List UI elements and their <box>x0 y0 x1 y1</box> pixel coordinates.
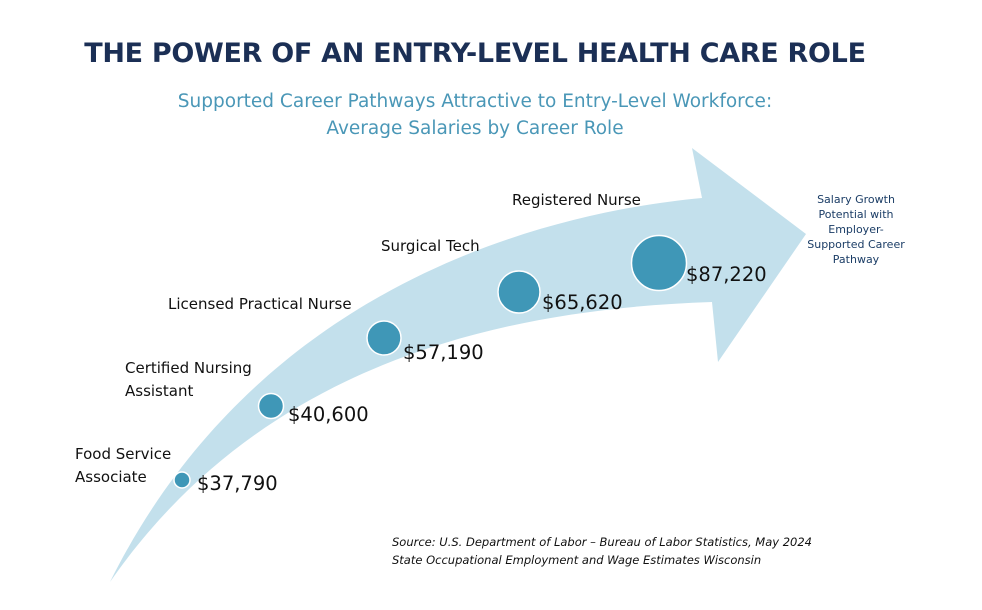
bubble-registered-nurse <box>630 234 688 292</box>
role-label-licensed-practical: Licensed Practical Nurse <box>168 295 352 313</box>
source-citation: Source: U.S. Department of Labor – Burea… <box>392 533 812 569</box>
role-label-food-service: Food Service Associate <box>75 445 172 486</box>
bubble-food-service <box>173 471 191 489</box>
salary-licensed-practical: $57,190 <box>403 341 484 364</box>
salary-food-service: $37,790 <box>197 472 278 495</box>
salary-surgical-tech: $65,620 <box>542 291 623 314</box>
bubble-licensed-practical <box>366 320 402 356</box>
subtitle-line-2: Average Salaries by Career Role <box>326 118 624 139</box>
subtitle: Supported Career Pathways Attractive to … <box>0 88 950 142</box>
page-title: THE POWER OF AN ENTRY-LEVEL HEALTH CARE … <box>84 38 866 69</box>
role-label-surgical-tech: Surgical Tech <box>381 237 480 255</box>
source-line-2: State Occupational Employment and Wage E… <box>392 553 762 567</box>
source-line-1: Source: U.S. Department of Labor – Burea… <box>392 535 812 549</box>
bubble-certified-nursing <box>257 392 285 420</box>
subtitle-line-1: Supported Career Pathways Attractive to … <box>177 91 773 112</box>
role-label-registered-nurse: Registered Nurse <box>512 191 641 209</box>
salary-registered-nurse: $87,220 <box>686 263 767 286</box>
role-label-certified-nursing: Certified Nursing Assistant <box>125 359 252 400</box>
salary-growth-note: Salary Growth Potential with Employer- S… <box>807 193 905 266</box>
bubble-surgical-tech <box>497 270 541 314</box>
salary-certified-nursing: $40,600 <box>288 403 369 426</box>
